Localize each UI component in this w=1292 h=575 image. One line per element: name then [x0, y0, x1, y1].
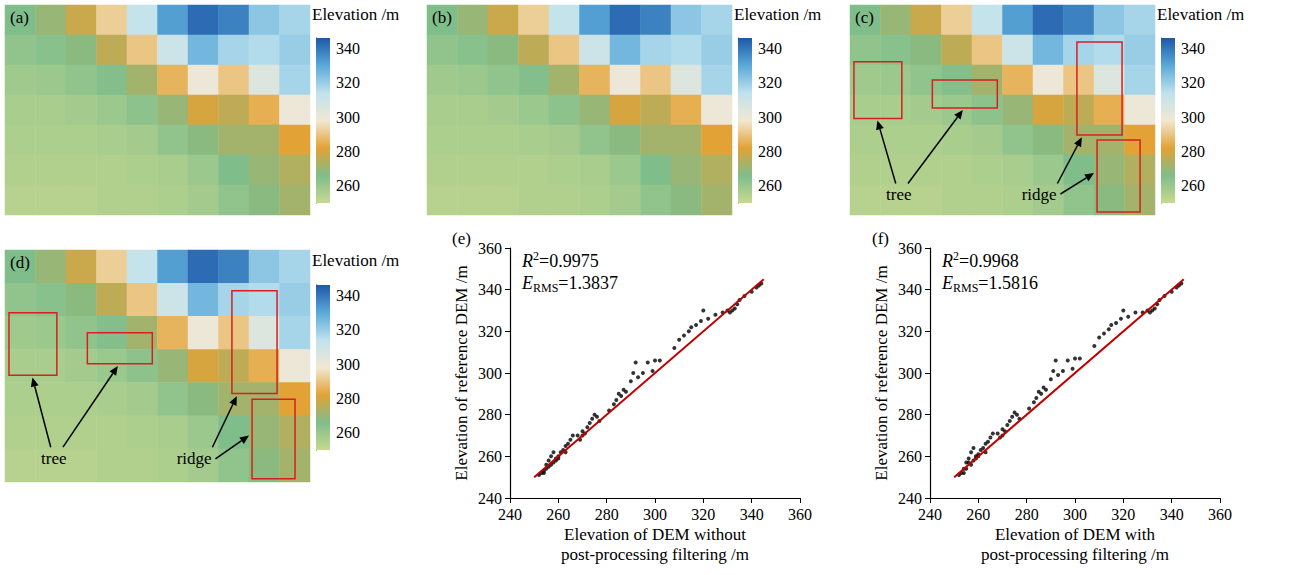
- svg-text:(f): (f): [872, 229, 889, 248]
- svg-text:Elevation /m: Elevation /m: [734, 5, 821, 24]
- svg-text:360: 360: [1208, 506, 1232, 523]
- svg-text:Elevation /m: Elevation /m: [312, 5, 399, 24]
- svg-text:Elevation of reference DEM /m: Elevation of reference DEM /m: [872, 265, 891, 480]
- svg-text:340: 340: [740, 506, 764, 523]
- svg-text:post-processing filtering /m: post-processing filtering /m: [561, 545, 749, 564]
- svg-text:320: 320: [1181, 74, 1205, 91]
- svg-text:280: 280: [478, 406, 502, 423]
- svg-text:Elevation of DEM with: Elevation of DEM with: [995, 525, 1156, 544]
- svg-text:Elevation /m: Elevation /m: [312, 251, 399, 270]
- svg-text:340: 340: [1160, 506, 1184, 523]
- svg-text:Elevation of reference DEM /m: Elevation of reference DEM /m: [452, 265, 471, 480]
- svg-text:240: 240: [918, 506, 942, 523]
- svg-text:320: 320: [691, 506, 715, 523]
- svg-text:2: 2: [533, 249, 539, 263]
- svg-text:RMS: RMS: [533, 281, 558, 295]
- svg-text:340: 340: [336, 287, 360, 304]
- svg-text:tree: tree: [886, 185, 911, 204]
- svg-text:260: 260: [898, 448, 922, 465]
- svg-text:340: 340: [898, 281, 922, 298]
- svg-text:(c): (c): [855, 8, 874, 27]
- svg-text:320: 320: [336, 74, 360, 91]
- svg-text:260: 260: [336, 177, 360, 194]
- svg-text:300: 300: [478, 365, 502, 382]
- svg-text:340: 340: [1181, 40, 1205, 57]
- svg-text:300: 300: [336, 356, 360, 373]
- svg-text:260: 260: [336, 424, 360, 441]
- svg-text:tree: tree: [41, 449, 66, 468]
- svg-text:300: 300: [336, 109, 360, 126]
- svg-text:300: 300: [758, 109, 782, 126]
- svg-text:E: E: [521, 273, 533, 293]
- svg-text:2: 2: [953, 249, 959, 263]
- svg-text:360: 360: [788, 506, 812, 523]
- svg-text:=0.9975: =0.9975: [539, 251, 599, 271]
- svg-text:260: 260: [1181, 177, 1205, 194]
- svg-text:ridge: ridge: [177, 449, 212, 468]
- svg-text:post-processing filtering /m: post-processing filtering /m: [981, 545, 1169, 564]
- svg-text:R: R: [521, 251, 533, 271]
- svg-text:280: 280: [1181, 143, 1205, 160]
- svg-text:280: 280: [758, 143, 782, 160]
- svg-text:260: 260: [546, 506, 570, 523]
- svg-text:280: 280: [1015, 506, 1039, 523]
- svg-text:(a): (a): [10, 8, 29, 27]
- svg-text:340: 340: [758, 40, 782, 57]
- svg-text:240: 240: [898, 490, 922, 507]
- svg-text:R: R: [941, 251, 953, 271]
- svg-text:260: 260: [478, 448, 502, 465]
- svg-text:=1.5816: =1.5816: [978, 273, 1038, 293]
- svg-text:280: 280: [336, 390, 360, 407]
- svg-text:360: 360: [898, 240, 922, 257]
- svg-text:=0.9968: =0.9968: [959, 251, 1019, 271]
- svg-text:300: 300: [1181, 109, 1205, 126]
- svg-text:340: 340: [478, 281, 502, 298]
- svg-text:240: 240: [498, 506, 522, 523]
- svg-text:260: 260: [966, 506, 990, 523]
- svg-text:240: 240: [478, 490, 502, 507]
- svg-text:320: 320: [898, 323, 922, 340]
- svg-text:RMS: RMS: [953, 281, 978, 295]
- svg-text:260: 260: [758, 177, 782, 194]
- svg-text:E: E: [941, 273, 953, 293]
- svg-text:ridge: ridge: [1022, 185, 1057, 204]
- svg-text:280: 280: [595, 506, 619, 523]
- svg-text:320: 320: [758, 74, 782, 91]
- svg-text:300: 300: [1063, 506, 1087, 523]
- svg-text:280: 280: [898, 406, 922, 423]
- svg-text:300: 300: [898, 365, 922, 382]
- svg-text:300: 300: [643, 506, 667, 523]
- svg-text:280: 280: [336, 143, 360, 160]
- svg-text:Elevation /m: Elevation /m: [1157, 5, 1244, 24]
- svg-text:360: 360: [478, 240, 502, 257]
- svg-text:320: 320: [478, 323, 502, 340]
- svg-text:(b): (b): [432, 8, 452, 27]
- svg-text:Elevation of DEM without: Elevation of DEM without: [564, 525, 746, 544]
- svg-text:=1.3837: =1.3837: [558, 273, 618, 293]
- svg-text:(d): (d): [10, 253, 30, 272]
- svg-text:320: 320: [336, 321, 360, 338]
- svg-text:(e): (e): [452, 229, 471, 248]
- svg-text:320: 320: [1111, 506, 1135, 523]
- svg-text:340: 340: [336, 40, 360, 57]
